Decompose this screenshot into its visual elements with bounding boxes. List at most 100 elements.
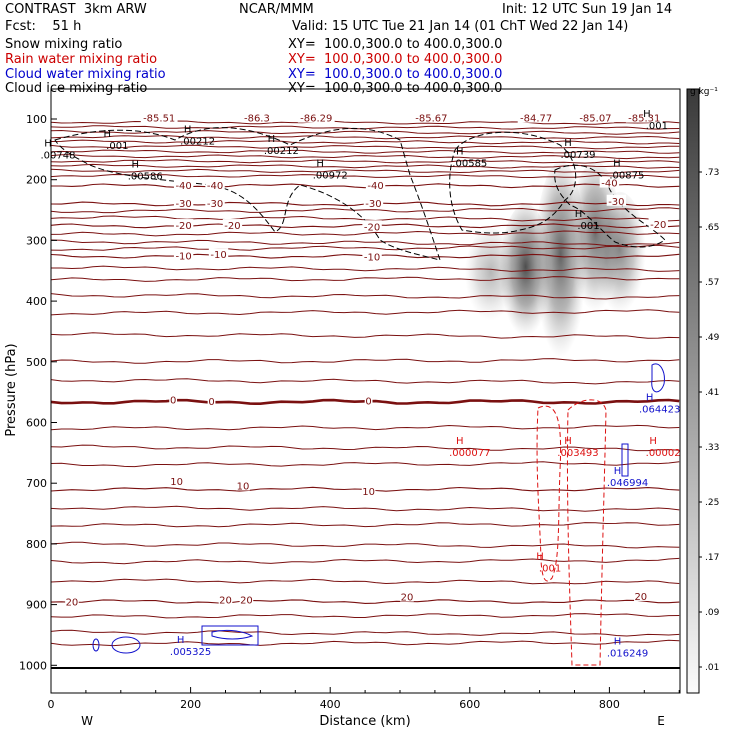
isotherm: [51, 358, 680, 364]
temperature-label-bg: [218, 593, 233, 605]
isotherm: [51, 293, 680, 300]
field-rain-name: Rain water mixing ratio: [5, 52, 158, 67]
max-label: .003493: [557, 448, 598, 459]
max-label: .00972: [313, 171, 348, 182]
max-label: .046994: [607, 478, 648, 489]
cloud-water-contour: [92, 638, 100, 652]
max-label: .005325: [170, 647, 211, 658]
max-label: .000077: [449, 448, 490, 459]
temperature-label: -40: [367, 181, 383, 192]
temperature-label: -10: [210, 250, 226, 261]
model-label: CONTRAST 3km ARW: [5, 2, 147, 17]
y-tick-label: 200: [26, 174, 47, 187]
west-label: W: [81, 714, 93, 728]
max-label: .00002: [646, 448, 681, 459]
isotherm: [51, 557, 680, 565]
max-marker: H: [131, 159, 139, 170]
temperature-label-bg: [173, 249, 194, 261]
field-rain-xy: XY= 100.0,300.0 to 400.0,300.0: [288, 52, 503, 67]
upper-isotherm: [51, 144, 680, 150]
isotherm-20: [51, 599, 680, 604]
temperature-label-bg: [208, 248, 229, 260]
max-marker: H: [575, 209, 583, 220]
temperature-label: -85.31: [628, 114, 660, 125]
upper-isotherm: [51, 149, 680, 154]
isotherm: [51, 265, 680, 272]
temperature-label-bg: [205, 178, 225, 190]
field-cloud-water-xy: XY= 100.0,300.0 to 400.0,300.0: [288, 67, 503, 82]
temperature-label: -30: [207, 199, 223, 210]
isotherm: [51, 578, 680, 585]
rain-contour: [536, 405, 562, 582]
x-tick-label: 600: [459, 698, 480, 711]
temperature-label-bg: [599, 176, 620, 188]
temperature-label-bg: [362, 250, 382, 262]
temperature-label-bg: [173, 219, 194, 231]
isotherm: [51, 541, 680, 549]
temperature-label-bg: [169, 393, 178, 405]
max-label: .00212: [180, 137, 215, 148]
max-marker: H: [614, 636, 622, 647]
temperature-label: -10: [175, 251, 191, 262]
temperature-label: -20: [650, 220, 666, 231]
temperature-label: 0: [170, 395, 176, 406]
temperature-label-bg: [173, 197, 194, 209]
max-marker: H: [649, 436, 657, 447]
x-tick-label: 800: [599, 698, 620, 711]
max-marker: H: [564, 436, 572, 447]
colorbar-label: .17: [705, 553, 719, 563]
temperature-label: 10: [170, 477, 183, 488]
temperature-label-bg: [634, 589, 648, 601]
temperature-label: -85.51: [143, 114, 175, 125]
temperature-label-bg: [365, 178, 386, 190]
temperature-label-bg: [362, 220, 382, 232]
org-label: NCAR/MMM: [239, 2, 314, 17]
temperature-label-bg: [625, 111, 663, 123]
temperature-label: 0: [365, 396, 371, 407]
shading-plume: [593, 191, 646, 320]
isotherm: [51, 230, 680, 237]
temperature-label-bg: [239, 593, 254, 605]
temperature-label-bg: [361, 484, 376, 496]
max-marker: H: [184, 125, 192, 136]
temperature-label-bg: [207, 395, 216, 407]
max-label: .00748: [40, 151, 75, 162]
isotherm: [51, 276, 680, 282]
y-tick-label: 1000: [19, 659, 47, 672]
temperature-label: -10: [364, 253, 380, 264]
colorbar-label: .57: [705, 278, 719, 288]
isotherm: [51, 244, 680, 251]
max-label: .001: [577, 221, 599, 232]
max-marker: H: [643, 109, 651, 120]
max-marker: H: [613, 159, 621, 170]
colorbar-label: .41: [705, 388, 719, 398]
east-label: E: [657, 714, 665, 728]
temperature-label: -40: [207, 181, 223, 192]
field-snow-name: Snow mixing ratio: [5, 37, 123, 52]
cloud-water-contour: [111, 636, 141, 654]
isotherm: [51, 639, 680, 647]
y-tick-label: 400: [26, 295, 47, 308]
upper-isotherm: [51, 135, 680, 140]
isotherm: [51, 613, 680, 619]
max-label: .016249: [607, 648, 648, 659]
field-snow-xy: XY= 100.0,300.0 to 400.0,300.0: [288, 37, 503, 52]
temperature-label: 20: [66, 597, 79, 608]
temperature-label-bg: [413, 111, 450, 123]
temperature-label-bg: [364, 394, 373, 406]
isotherm: [51, 309, 680, 316]
colorbar-unit: g kg⁻¹: [690, 87, 718, 97]
x-tick-label: 0: [48, 698, 55, 711]
max-label: .064423: [639, 404, 680, 415]
colorbar-label: .73: [705, 168, 719, 178]
max-label: .001: [539, 563, 561, 574]
upper-isotherm: [51, 139, 680, 145]
temperature-label: -85.67: [415, 114, 447, 125]
init-time: Init: 12 UTC Sun 19 Jan 14: [502, 2, 673, 17]
temperature-label-bg: [517, 111, 555, 123]
upper-isotherm: [51, 154, 680, 160]
temperature-label: -30: [608, 197, 624, 208]
max-label: .001: [646, 121, 668, 132]
y-tick-label: 800: [26, 538, 47, 551]
